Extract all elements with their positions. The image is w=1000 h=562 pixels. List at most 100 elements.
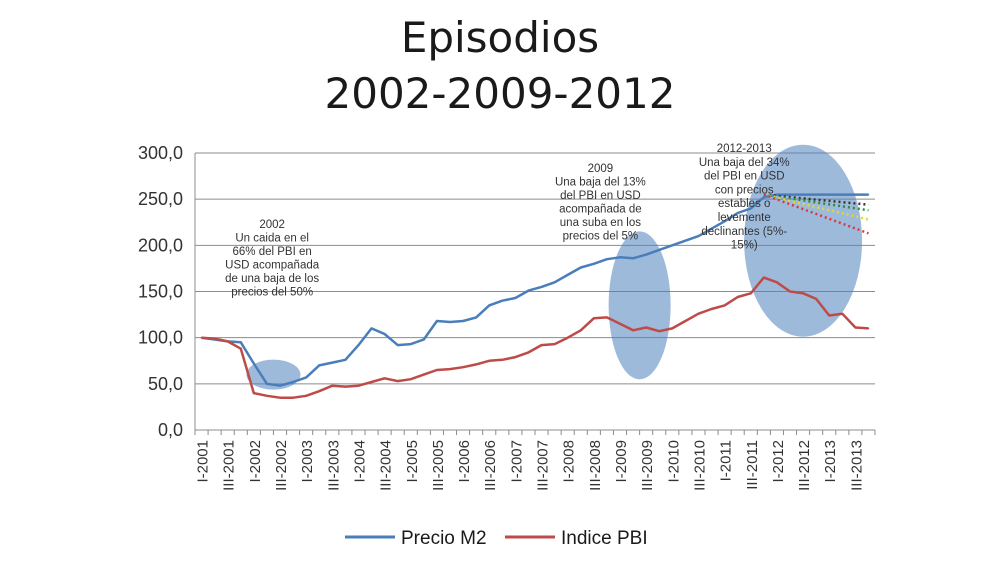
annotation-line: con precios [715,184,774,196]
annotation-line: Una baja del 34% [699,157,790,169]
y-tick-label: 300,0 [138,143,183,163]
x-tick-label: III-2008 [587,440,604,491]
chart-title-line-1: Episodios [400,13,600,62]
data-point [749,292,752,295]
data-point [619,323,621,325]
data-point [370,381,373,383]
annotation-2009: 2009 Una baja del 13% del PBI en USD acompa… [555,163,646,243]
data-point [710,308,713,310]
series-line [201,193,869,387]
highlight-2002 [246,359,301,390]
x-tick-label: I-2010 [665,440,682,483]
x-tick-label: I-2001 [195,440,212,483]
data-point [553,343,556,345]
y-tick-label: 50,0 [148,374,183,394]
data-point [501,359,504,361]
y-tick-label: 0,0 [158,420,183,440]
data-point [763,276,765,279]
y-tick-label: 100,0 [138,328,183,348]
data-point [527,351,530,354]
annotation-line: precios del 5% [563,231,638,243]
annotation-line: 66% del PBI en [233,246,312,258]
data-point [710,227,713,230]
x-tick-label: III-2002 [273,440,290,491]
legend-label: Indice PBI [561,528,648,549]
data-point [331,361,334,364]
annotation-line: 15%) [731,240,758,252]
x-tick-label: III-2006 [482,440,499,491]
data-point [331,384,334,387]
data-point [593,263,595,265]
x-ticks [194,430,876,435]
data-point [383,333,386,335]
x-tick-label: III-2010 [691,440,708,491]
data-point [266,383,268,385]
data-point [749,207,752,210]
annotation-line: Una baja del 13% [555,177,646,189]
data-point [566,336,569,339]
data-point [279,396,281,399]
legend-label: Precio M2 [401,528,487,549]
data-point [253,392,255,394]
data-point [383,377,386,380]
y-tick-label: 250,0 [138,189,183,209]
data-point [292,396,294,399]
data-point [606,258,608,260]
data-point [658,330,661,333]
data-point [684,320,687,322]
x-tick-label: I-2007 [508,440,525,483]
data-point [423,373,425,376]
annotation-line: levemente [718,212,771,224]
annotation-line: 2012-2013 [717,143,772,155]
data-point [409,343,412,345]
annotations: 2002 Un caida en el 66% del PBI en USD acom… [225,143,789,299]
projection-line [763,193,869,235]
data-point [305,395,307,397]
annotation-line: de una baja de los [225,273,319,285]
data-point [867,193,870,196]
data-point [736,296,739,298]
x-tick-label: I-2012 [770,440,787,483]
data-point [514,297,517,299]
annotation-line: del PBI en USD [704,171,785,183]
data-point [763,196,765,199]
x-tick-label: I-2013 [822,440,839,483]
data-point [606,316,608,319]
highlight-2009 [608,231,671,380]
data-point [396,344,399,346]
data-point [789,290,791,293]
chart-title: Episodios 2002-2009-2012 [0,10,1000,122]
data-point [475,316,477,319]
data-point [776,281,778,284]
data-point [266,395,268,397]
data-point [501,299,504,302]
x-tick-label: I-2006 [456,440,473,483]
data-point [736,212,739,214]
x-tick-label: III-2013 [848,440,865,491]
x-tick-label: III-2011 [744,440,761,490]
data-point [239,347,242,350]
x-tick-label: III-2007 [535,440,552,491]
data-point [854,326,857,329]
data-point [553,281,556,284]
x-tick-label: III-2004 [378,440,395,491]
annotation-2002: 2002 Un caida en el 66% del PBI en USD acom… [225,219,320,299]
annotation-line: 2002 [259,219,285,231]
data-point [436,369,438,371]
data-point [318,390,321,393]
annotation-2012: 2012-2013 Una baja del 34% del PBI en USD c… [699,143,790,252]
data-point [684,239,687,242]
annotation-line: Un caida en el [235,233,309,245]
x-tick-label: III-2012 [796,440,813,491]
series-line [201,276,869,399]
data-point [436,320,438,322]
data-point [449,368,451,370]
data-point [815,193,817,196]
x-tick-label: I-2002 [247,440,264,483]
data-point [200,336,203,339]
projections [763,193,869,235]
x-axis: I-2001 III-2001 I-2002 III-2002 I-2003 III-20… [195,440,866,491]
annotation-line: declinantes (5%- [701,226,787,238]
data-point [867,327,870,330]
